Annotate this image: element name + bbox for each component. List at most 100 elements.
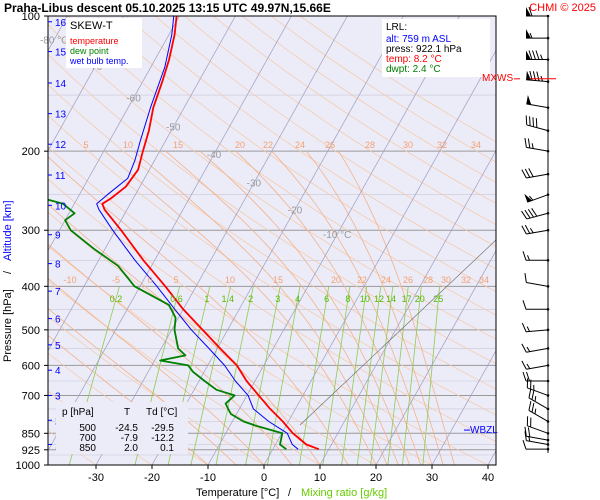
wind-barb-feather (528, 388, 532, 399)
mixing-ratio-line (190, 286, 231, 465)
mixing-ratio-line (341, 286, 368, 465)
mixing-ratio-label: 8 (345, 294, 350, 304)
moist-adiabat-line (48, 277, 265, 465)
wind-barb-staff (526, 435, 549, 441)
wind-barb-feather (521, 169, 527, 179)
mxws-label: MXWS (482, 73, 513, 84)
station-pressure: press: 922.1 hPa (386, 44, 462, 55)
wind-barb-half-feather (534, 408, 537, 415)
wind-barb-base (546, 394, 550, 397)
x-tick-label: -30 (88, 472, 104, 484)
theta-label: 5 (83, 140, 88, 150)
theta-label: 34 (479, 275, 489, 285)
altitude-tick-label: 6 (55, 315, 61, 326)
wind-barb (526, 50, 550, 61)
wind-barb (522, 300, 550, 311)
table-header-t: T (124, 407, 130, 418)
theta-label: 34 (471, 140, 481, 150)
wind-barb-base (546, 379, 550, 383)
wind-barb-base (546, 36, 550, 40)
wind-barb-staff (527, 425, 549, 434)
wind-barb (524, 273, 550, 288)
dry-adiabat-line (48, 146, 496, 442)
wind-barb (528, 401, 550, 423)
mixing-ratio-line (356, 286, 382, 465)
pressure-tick-label: 850 (22, 428, 40, 440)
wind-barb-base (546, 407, 550, 411)
dry-adiabat-line (48, 429, 97, 465)
wind-barb-feather (524, 137, 527, 148)
theta-label: 5 (173, 275, 178, 285)
table-header-p: p [hPa] (62, 407, 94, 418)
altitude-tick-label: 11 (55, 171, 66, 182)
theta-label: 10 (225, 275, 235, 285)
altitude-tick-label: 9 (55, 231, 61, 242)
wind-barb-base (546, 328, 550, 332)
wind-barb-half-feather (540, 54, 543, 60)
x-tick-label: 10 (314, 472, 326, 484)
mixing-ratio-label: 0.6 (170, 294, 183, 304)
wind-barb-feather (535, 118, 538, 128)
plot-frame (47, 15, 497, 466)
copyright-link[interactable]: CHMI © 2025 (529, 2, 596, 14)
svg-text:2.0: 2.0 (124, 443, 138, 454)
moist-adiabat-line (199, 150, 410, 465)
wind-barb-half-feather (529, 227, 534, 234)
wind-barb-feather (524, 168, 531, 178)
wind-barb-base (546, 58, 550, 61)
wind-barb-feather (525, 115, 528, 125)
wind-barb-base (546, 258, 550, 262)
wind-barb-half-feather (526, 326, 531, 332)
pressure-tick-label: 700 (22, 390, 40, 402)
dry-adiabat-line (212, 16, 496, 204)
wind-barb-staff (526, 440, 549, 445)
station-altitude: alt: 759 m ASL (386, 34, 451, 45)
isotherm-line (151, 16, 404, 465)
wind-barb-base (546, 285, 550, 288)
wind-barb-base (546, 172, 550, 176)
x-axis-label: Temperature [°C] / Mixing ratio [g/kg] (196, 487, 387, 499)
isotherm-line (95, 16, 348, 465)
isotherm-line (48, 16, 292, 452)
altitude-tick-label: 4 (55, 366, 61, 377)
mixing-ratio-line (215, 286, 254, 465)
isotherm-label: -30 (247, 179, 262, 190)
wbzl-label: WBZL (470, 425, 498, 436)
wind-barb-base (546, 106, 550, 109)
mixing-ratio-label: 10 (360, 294, 370, 304)
wind-barb-staff (528, 397, 549, 410)
isotherm-line (48, 16, 180, 252)
isotherm-line (375, 249, 496, 465)
isotherm-label: -60 (126, 93, 141, 104)
station-dewpoint: dwpt: 2.4 °C (386, 64, 441, 75)
wind-barb-feather (521, 225, 527, 235)
isotherm-label: -80 °C (40, 35, 68, 46)
theta-label: -10 (63, 275, 76, 285)
pressure-tick-label: 1000 (16, 460, 40, 472)
wind-barb-half-feather (529, 195, 534, 201)
wind-barb-pennant (526, 29, 531, 39)
mixing-ratio-label: 6 (324, 294, 329, 304)
moist-adiabat-line (271, 150, 433, 465)
wind-barb-feather (524, 224, 531, 234)
dry-adiabat-line (48, 24, 496, 340)
altitude-tick-label: 8 (55, 260, 61, 271)
wind-barb-staff (526, 282, 549, 287)
mixing-ratio-line (402, 286, 422, 465)
wind-barb-feather (532, 50, 536, 60)
pressure-tick-label: 200 (22, 146, 40, 158)
wind-barb-feather (521, 360, 527, 370)
pressure-tick-label: 400 (22, 281, 40, 293)
moist-adiabat-line (133, 150, 388, 465)
moist-adiabat-line (306, 150, 444, 465)
wind-barb-half-feather (528, 435, 531, 442)
wind-barb-base (546, 228, 550, 232)
wind-barb-base (546, 443, 550, 446)
x-tick-label: -10 (200, 472, 216, 484)
pressure-tick-label: 100 (22, 11, 40, 23)
mixing-ratio-line (245, 286, 281, 465)
wind-barb (526, 94, 550, 109)
moist-adiabat-line (48, 307, 237, 465)
theta-label: 10 (123, 140, 133, 150)
isotherm-line (263, 49, 496, 465)
